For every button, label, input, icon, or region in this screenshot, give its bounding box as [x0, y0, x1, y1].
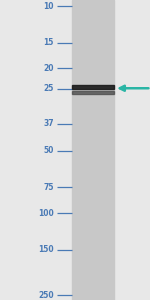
Text: 50: 50 [44, 146, 54, 155]
Text: 25: 25 [44, 84, 54, 93]
Text: 100: 100 [38, 208, 54, 217]
Text: 250: 250 [38, 291, 54, 300]
Text: 10: 10 [44, 2, 54, 11]
Bar [72, 0, 114, 300]
Bar [72, 91, 114, 94]
Text: 15: 15 [44, 38, 54, 47]
Text: 75: 75 [44, 183, 54, 192]
Text: 150: 150 [38, 245, 54, 254]
Bar [72, 85, 114, 89]
Text: 37: 37 [43, 119, 54, 128]
Text: 20: 20 [44, 64, 54, 73]
